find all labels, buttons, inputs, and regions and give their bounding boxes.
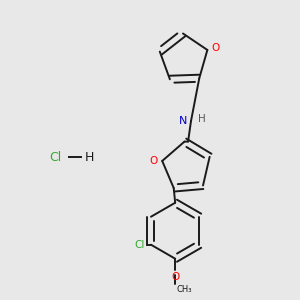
Text: H: H — [198, 115, 206, 124]
Text: O: O — [171, 272, 179, 282]
Text: CH₃: CH₃ — [177, 285, 192, 294]
Text: Cl: Cl — [135, 240, 145, 250]
Text: N: N — [179, 116, 188, 126]
Text: Cl: Cl — [50, 151, 62, 164]
Text: H: H — [85, 151, 94, 164]
Text: O: O — [212, 44, 220, 53]
Text: O: O — [150, 156, 158, 166]
